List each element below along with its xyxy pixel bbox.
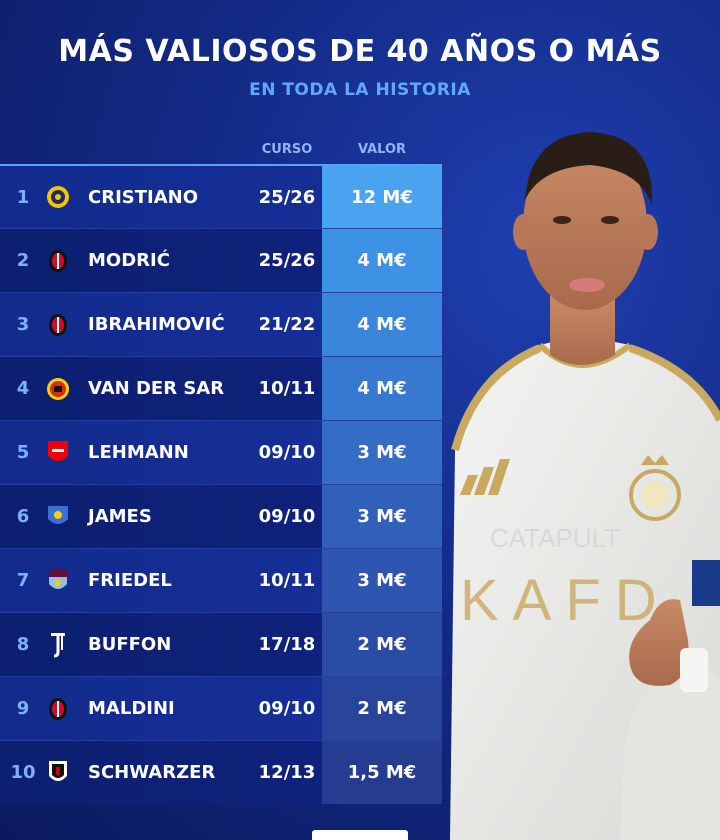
jersey-sponsor-line2: KAFD — [460, 568, 671, 633]
season-value: 10/11 — [258, 378, 316, 399]
market-value: 3 M€ — [322, 421, 442, 484]
player-name: LEHMANN — [88, 442, 189, 463]
column-header-valor: VALOR — [357, 142, 407, 157]
player-name: SCHWARZER — [88, 762, 216, 783]
market-value: 3 M€ — [322, 549, 442, 612]
table-row: 9 MALDINI 09/10 2 M€ — [0, 676, 442, 740]
ac-milan-crest-icon — [46, 696, 70, 722]
juventus-crest-icon — [46, 632, 70, 658]
season-value: 10/11 — [258, 570, 316, 591]
season-value: 09/10 — [258, 698, 316, 719]
player-name: JAMES — [88, 506, 152, 527]
rank-number: 3 — [16, 314, 30, 335]
rank-number: 2 — [16, 250, 30, 271]
market-value: 3 M€ — [322, 485, 442, 548]
player-name: MODRIĆ — [88, 250, 170, 271]
table-row: 3 IBRAHIMOVIĆ 21/22 4 M€ — [0, 292, 442, 356]
season-value: 21/22 — [258, 314, 316, 335]
table-row: 2 MODRIĆ 25/26 4 M€ — [0, 228, 442, 292]
fulham-crest-icon — [46, 760, 70, 786]
market-value: 4 M€ — [322, 293, 442, 356]
brand-logo — [312, 830, 408, 840]
player-name: CRISTIANO — [88, 186, 199, 208]
rank-number: 9 — [16, 698, 30, 719]
table-row: 7 FRIEDEL 10/11 3 M€ — [0, 548, 442, 612]
player-name: VAN DER SAR — [88, 378, 225, 399]
arsenal-crest-icon — [46, 440, 70, 466]
table-row: 5 LEHMANN 09/10 3 M€ — [0, 420, 442, 484]
rank-number: 8 — [16, 634, 30, 655]
table-row: 6 JAMES 09/10 3 M€ — [0, 484, 442, 548]
aston-villa-crest-icon — [46, 568, 70, 594]
season-value: 25/26 — [258, 250, 316, 271]
rank-number: 6 — [16, 506, 30, 527]
ac-milan-crest-icon — [46, 312, 70, 338]
column-header-curso: CURSO — [261, 142, 313, 157]
market-value: 12 M€ — [322, 166, 442, 228]
page-title: MÁS VALIOSOS DE 40 AÑOS O MÁS — [58, 34, 662, 69]
rank-number: 1 — [16, 186, 30, 208]
season-value: 17/18 — [258, 634, 316, 655]
table-row: 10 SCHWARZER 12/13 1,5 M€ — [0, 740, 442, 804]
rank-number: 5 — [16, 442, 30, 463]
market-value: 4 M€ — [322, 229, 442, 292]
jersey-sponsor-line1: CATAPULT — [490, 523, 620, 553]
season-value: 09/10 — [258, 506, 316, 527]
season-value: 25/26 — [258, 186, 316, 208]
player-photo: CATAPULT KAFD — [450, 132, 720, 840]
market-value: 1,5 M€ — [322, 741, 442, 804]
rank-number: 10 — [10, 762, 36, 783]
season-value: 09/10 — [258, 442, 316, 463]
market-value: 2 M€ — [322, 613, 442, 676]
page-subtitle: EN TODA LA HISTORIA — [249, 80, 471, 100]
portsmouth-crest-icon — [46, 504, 70, 530]
ac-milan-crest-icon — [46, 248, 70, 274]
player-name: FRIEDEL — [88, 570, 172, 591]
season-value: 12/13 — [258, 762, 316, 783]
rank-number: 7 — [16, 570, 30, 591]
player-name: BUFFON — [88, 634, 172, 655]
table-row: 1 CRISTIANO 25/26 12 M€ — [0, 164, 442, 228]
al-nassr-crest-icon — [46, 184, 70, 210]
market-value: 4 M€ — [322, 357, 442, 420]
market-value: 2 M€ — [322, 677, 442, 740]
manchester-united-crest-icon — [46, 376, 70, 402]
player-name: MALDINI — [88, 698, 175, 719]
table-row: 8 BUFFON 17/18 2 M€ — [0, 612, 442, 676]
player-name: IBRAHIMOVIĆ — [88, 314, 225, 335]
rank-number: 4 — [16, 378, 30, 399]
ranking-table: 1 CRISTIANO 25/26 12 M€ 2 MODRIĆ 25/26 4 M€ 3 IBR… — [0, 164, 442, 804]
table-row: 4 VAN DER SAR 10/11 4 M€ — [0, 356, 442, 420]
